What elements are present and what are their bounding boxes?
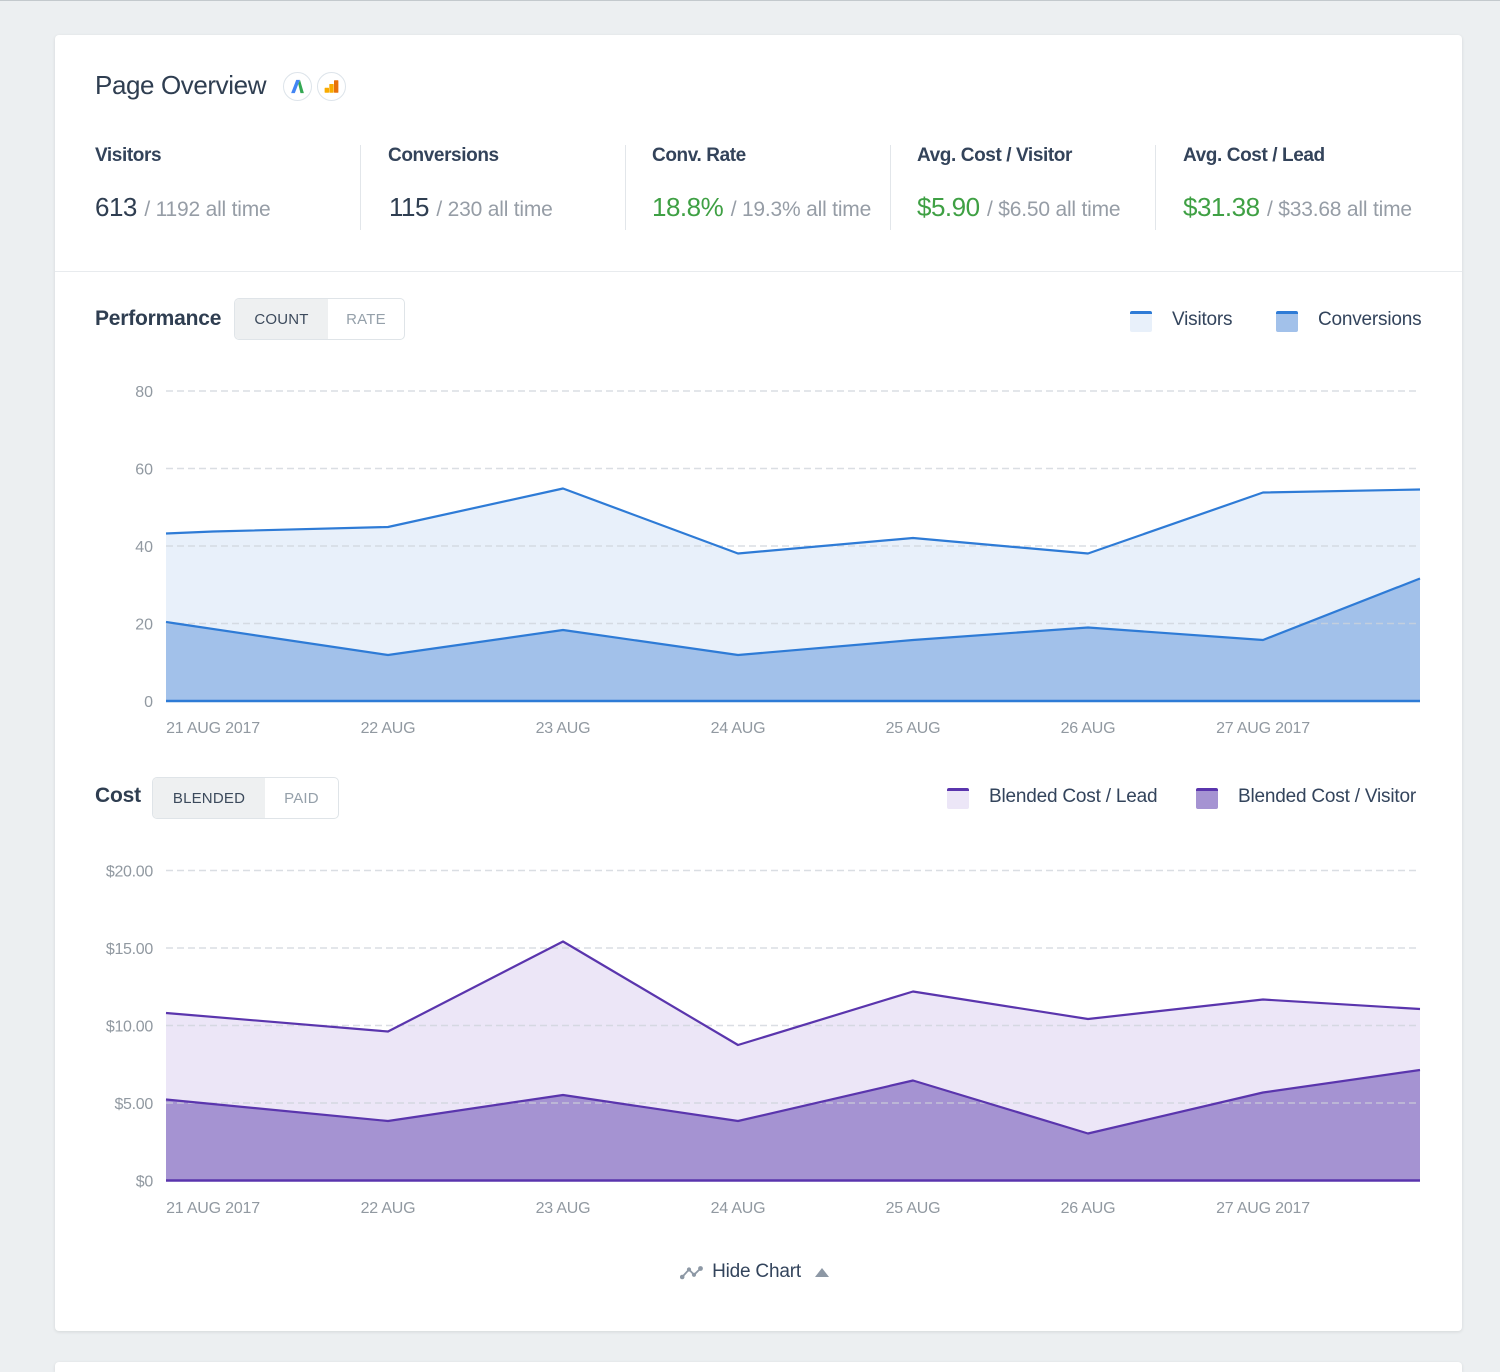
svg-text:23 AUG: 23 AUG: [536, 1200, 591, 1217]
svg-text:26 AUG: 26 AUG: [1061, 720, 1116, 737]
svg-text:$0: $0: [136, 1174, 154, 1191]
svg-text:$15.00: $15.00: [106, 941, 154, 958]
svg-text:$20.00: $20.00: [106, 864, 154, 881]
svg-text:21 AUG 2017: 21 AUG 2017: [166, 1200, 260, 1217]
svg-text:80: 80: [135, 384, 153, 401]
svg-text:26 AUG: 26 AUG: [1061, 1200, 1116, 1217]
svg-text:20: 20: [135, 617, 153, 634]
svg-text:24 AUG: 24 AUG: [711, 720, 766, 737]
svg-text:27 AUG 2017: 27 AUG 2017: [1216, 1200, 1310, 1217]
svg-text:40: 40: [135, 539, 153, 556]
svg-text:27 AUG 2017: 27 AUG 2017: [1216, 720, 1310, 737]
svg-text:21 AUG 2017: 21 AUG 2017: [166, 720, 260, 737]
svg-text:22 AUG: 22 AUG: [361, 720, 416, 737]
svg-text:$5.00: $5.00: [114, 1096, 153, 1113]
svg-text:$10.00: $10.00: [106, 1019, 154, 1036]
svg-text:23 AUG: 23 AUG: [536, 720, 591, 737]
svg-text:25 AUG: 25 AUG: [886, 1200, 941, 1217]
svg-text:0: 0: [144, 694, 153, 711]
svg-text:22 AUG: 22 AUG: [361, 1200, 416, 1217]
svg-text:25 AUG: 25 AUG: [886, 720, 941, 737]
svg-text:24 AUG: 24 AUG: [711, 1200, 766, 1217]
svg-text:60: 60: [135, 462, 153, 479]
